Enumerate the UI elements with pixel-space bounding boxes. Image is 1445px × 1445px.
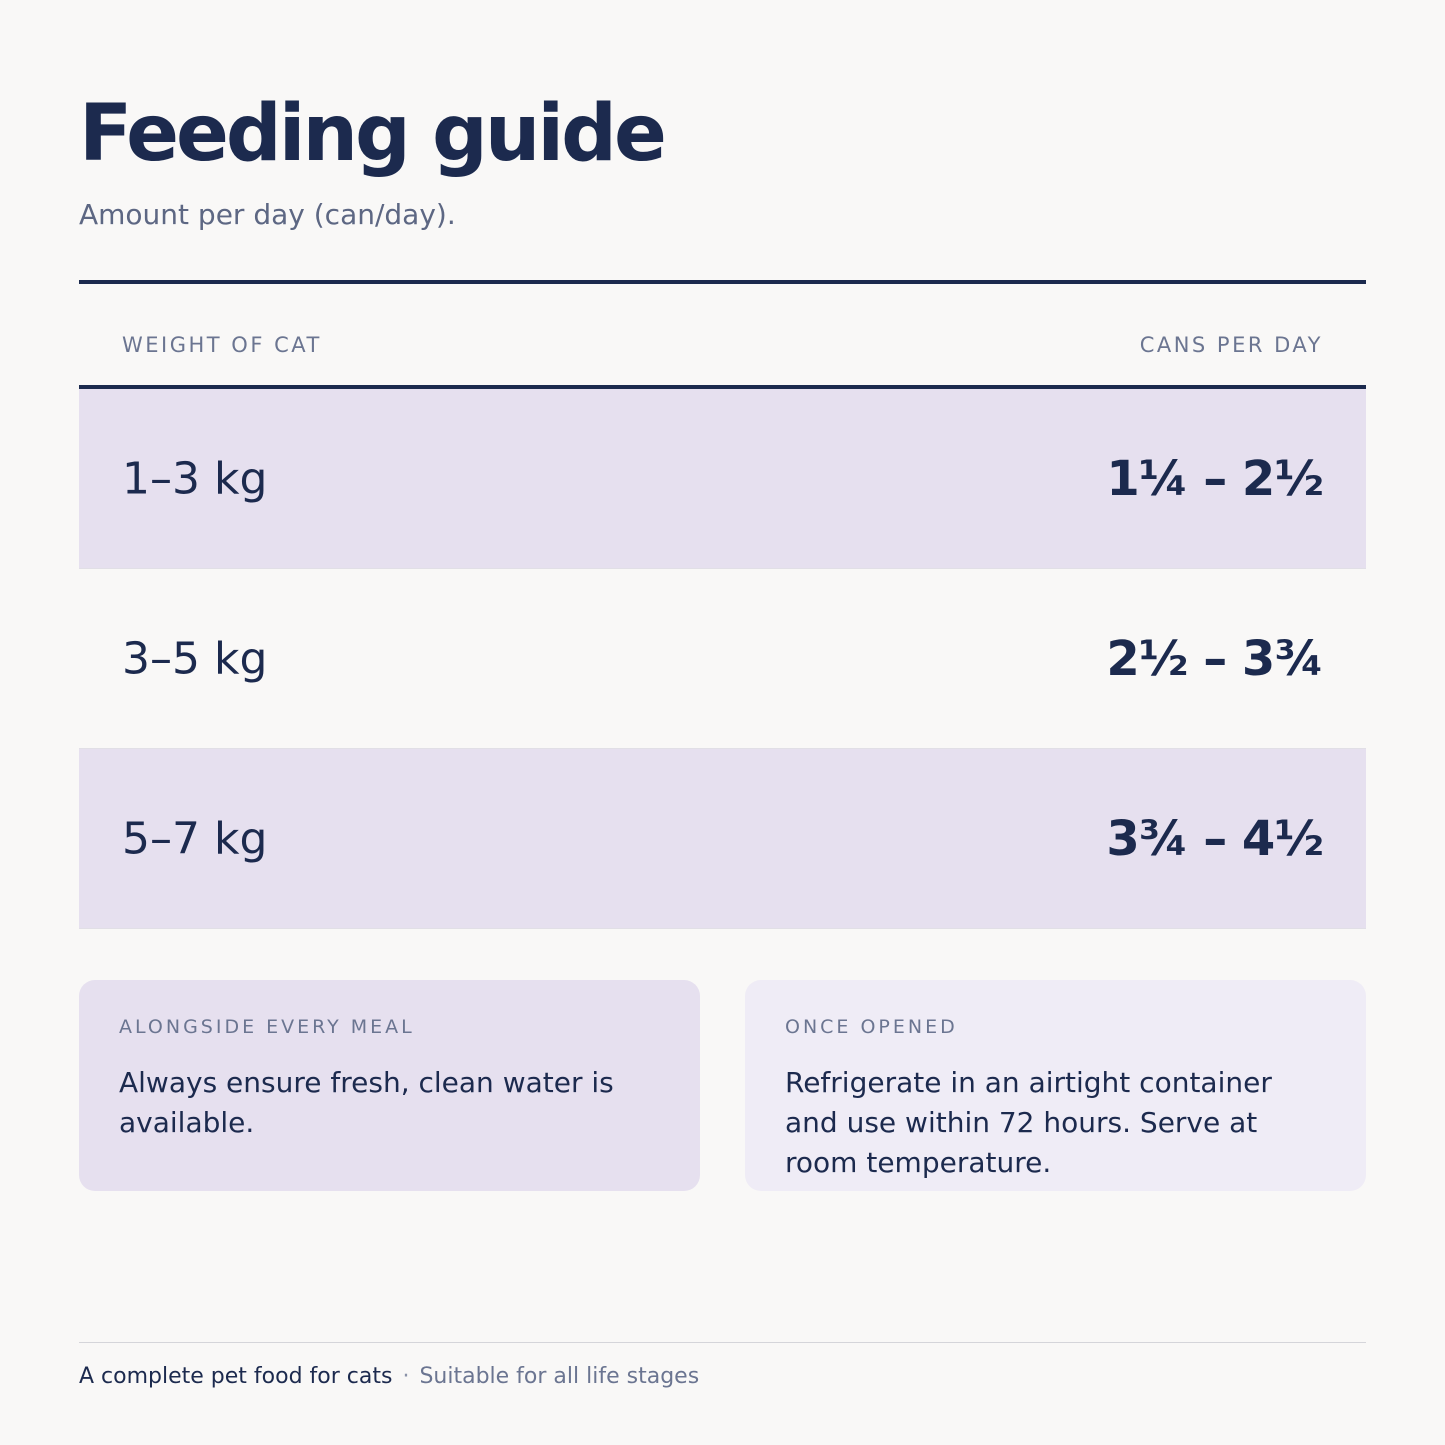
table-row: 5–7 kg 3¾ – 4½ (79, 749, 1366, 929)
note-body: Always ensure fresh, clean water is avai… (119, 1065, 614, 1139)
table-row: 1–3 kg 1¼ – 2½ (79, 389, 1366, 569)
weight-cell: 5–7 kg (122, 813, 268, 864)
cans-cell: 3¾ – 4½ (1106, 810, 1324, 867)
note-title: ALONGSIDE EVERY MEAL (119, 1016, 415, 1038)
weight-cell: 1–3 kg (122, 453, 268, 504)
table-row: 3–5 kg 2½ – 3¾ (79, 569, 1366, 749)
footer-primary-text: A complete pet food for cats (79, 1364, 393, 1389)
footer-separator: · (402, 1364, 410, 1389)
note-body: Refrigerate in an airtight container and… (785, 1065, 1272, 1179)
note-card-storage: ONCE OPENED Refrigerate in an airtight c… (745, 980, 1366, 1191)
column-header-weight: WEIGHT OF CAT (122, 333, 322, 357)
footer: A complete pet food for cats · Suitable fo… (79, 1364, 699, 1390)
table-top-rule (79, 280, 1366, 284)
footer-secondary-text: Suitable for all life stages (419, 1364, 700, 1389)
column-header-cans: CANS PER DAY (1139, 333, 1323, 357)
weight-cell: 3–5 kg (122, 633, 268, 684)
cans-cell: 1¼ – 2½ (1106, 450, 1324, 507)
note-title: ONCE OPENED (785, 1016, 958, 1038)
page-subtitle: Amount per day (can/day). (79, 198, 456, 231)
page-title: Feeding guide (79, 89, 667, 179)
footer-rule (79, 1342, 1366, 1343)
cans-cell: 2½ – 3¾ (1106, 630, 1324, 687)
note-card-water: ALONGSIDE EVERY MEAL Always ensure fresh… (79, 980, 700, 1191)
table-header-rule (79, 385, 1366, 389)
